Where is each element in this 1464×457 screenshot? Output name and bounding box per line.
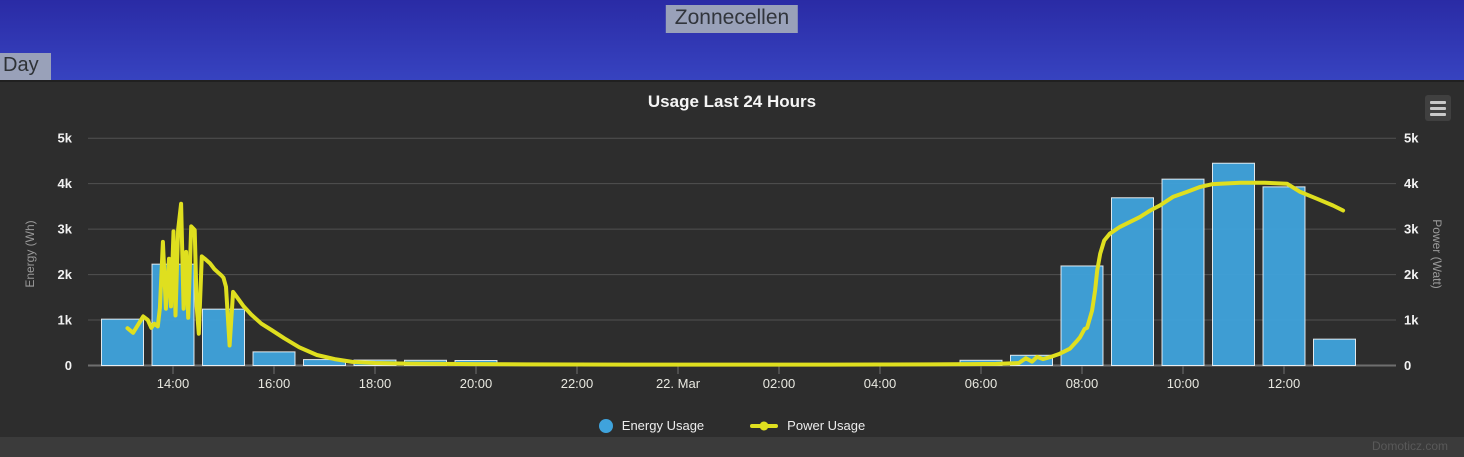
energy-bar[interactable] (1111, 197, 1154, 367)
y-tick-label-left: 2k (58, 267, 73, 282)
legend: Energy Usage Power Usage (0, 418, 1464, 433)
energy-series-marker-icon (598, 418, 613, 433)
chart-panel: Usage Last 24 Hours 0 0 1k 1k 2k 2k 3k 3k 4k 4k 5k… (0, 80, 1464, 437)
energy-bar[interactable] (252, 351, 296, 366)
device-title: Zonnecellen (665, 5, 799, 33)
legend-label-power: Power Usage (787, 418, 866, 433)
x-tick-label: 18:00 (359, 376, 392, 391)
x-tick-label: 02:00 (763, 376, 796, 391)
y-axis-title-right: Power (Watt) (1430, 219, 1444, 289)
hamburger-menu-icon[interactable] (1425, 95, 1451, 121)
x-tick-label: 22. Mar (656, 376, 701, 391)
energy-bar[interactable] (1212, 162, 1255, 366)
page-header: Zonnecellen Day (0, 0, 1464, 80)
watermark-credit[interactable]: Domoticz.com (1371, 439, 1448, 453)
legend-item-power[interactable]: Power Usage (750, 418, 865, 433)
y-tick-label-left: 0 (65, 358, 72, 373)
energy-bar[interactable] (1313, 338, 1356, 366)
y-tick-label-right: 0 (1404, 358, 1411, 373)
y-tick-label-left: 5k (58, 131, 73, 146)
x-tick-label: 16:00 (258, 376, 291, 391)
y-tick-label-right: 3k (1404, 222, 1419, 237)
x-tick-label: 14:00 (157, 376, 190, 391)
x-tick-label: 04:00 (864, 376, 897, 391)
footer: Domoticz.com (0, 437, 1464, 457)
chart-title: Usage Last 24 Hours (647, 92, 817, 111)
y-tick-label-right: 5k (1404, 131, 1419, 146)
energy-bar[interactable] (1262, 186, 1306, 366)
legend-item-energy[interactable]: Energy Usage (598, 418, 705, 433)
legend-label-energy: Energy Usage (621, 418, 705, 433)
x-tick-label: 20:00 (460, 376, 493, 391)
y-tick-label-left: 3k (58, 222, 73, 237)
power-line[interactable] (125, 180, 1346, 367)
x-tick-label: 08:00 (1066, 376, 1099, 391)
y-axis-title-left: Energy (Wh) (23, 220, 37, 288)
x-tick-label: 06:00 (965, 376, 998, 391)
y-tick-label-left: 4k (58, 176, 73, 191)
power-series-marker-icon (750, 423, 779, 428)
y-tick-label-right: 2k (1404, 267, 1419, 282)
chart-plot-area[interactable]: 0 0 1k 1k 2k 2k 3k 3k 4k 4k 5k 5k 14:00 16:00 18:00 20:… (0, 125, 1464, 400)
energy-bar[interactable] (1161, 178, 1205, 366)
x-tick-label: 10:00 (1167, 376, 1200, 391)
x-tick-label: 12:00 (1268, 376, 1301, 391)
x-tick-label: 22:00 (561, 376, 594, 391)
y-tick-label-right: 1k (1404, 313, 1419, 328)
y-tick-label-left: 1k (58, 313, 73, 328)
y-tick-label-right: 4k (1404, 176, 1419, 191)
energy-bar[interactable] (202, 308, 245, 366)
tab-day[interactable]: Day (0, 53, 51, 80)
